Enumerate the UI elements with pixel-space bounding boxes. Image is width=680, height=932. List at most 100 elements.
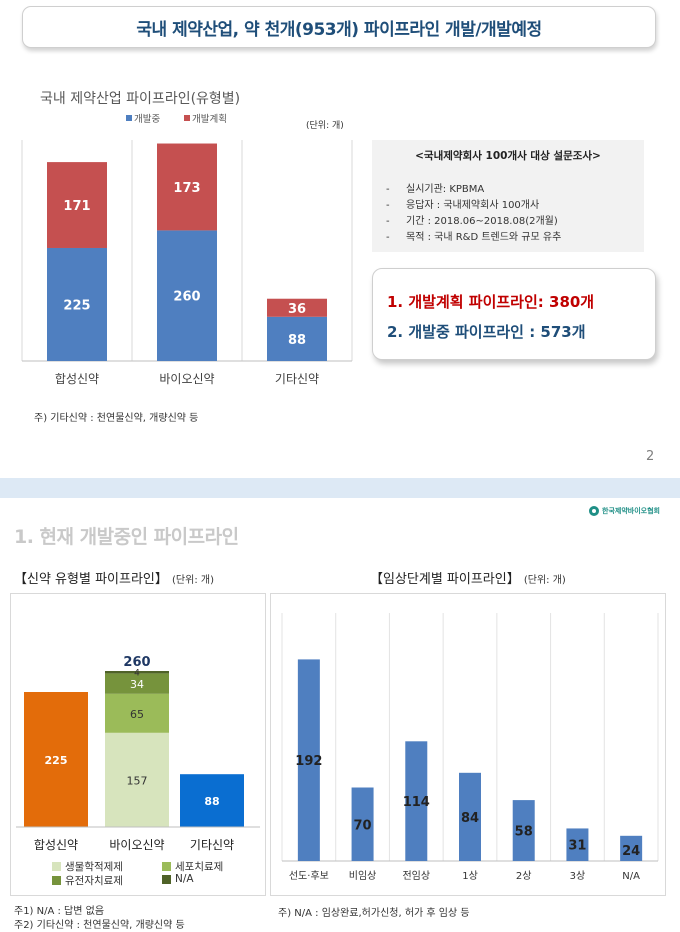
bar — [566, 828, 589, 861]
left-chart-unit: (단위: 개) — [172, 575, 214, 586]
category-label: 합성신약 — [55, 371, 99, 386]
bar-segment — [24, 692, 88, 827]
data-label: 225 — [45, 754, 68, 767]
data-label: 58 — [515, 825, 533, 840]
category-label: 전임상 — [402, 869, 430, 882]
data-label: 173 — [173, 181, 200, 196]
category-label: 바이오신약 — [109, 837, 164, 852]
legend-swatch — [184, 115, 190, 121]
data-label: 4 — [134, 669, 140, 679]
category-label: 3상 — [570, 870, 586, 882]
survey-item-text: 기간 : 2018.06~2018.08(2개월) — [406, 216, 558, 227]
legend-item-biologics: 생물학적제제 — [52, 859, 123, 874]
bullet-dash: - — [386, 216, 390, 227]
logo-icon — [589, 506, 599, 516]
bar-in-progress — [47, 247, 107, 361]
right-chart-title: 【임상단계별 파이프라인】 — [370, 572, 520, 587]
left-chart-title: 【신약 유형별 파이프라인】 — [14, 572, 168, 587]
bar-segment — [105, 693, 169, 733]
footnote-1: 주1) N/A : 답변 없음 — [14, 906, 105, 917]
bar-planned — [47, 162, 107, 248]
bar-in-progress — [267, 316, 327, 361]
data-label: 171 — [63, 199, 90, 214]
summary-box: 1. 개발계획 파이프라인: 380개 2. 개발중 파이프라인 : 573개 — [372, 268, 656, 360]
left-chart-panel — [10, 593, 266, 896]
bar — [405, 741, 428, 861]
category-label: 선도·후보 — [289, 870, 329, 882]
data-label: 157 — [127, 774, 148, 787]
legend-label: N/A — [175, 873, 194, 885]
legend-item-gene-therapy: 유전자치료제 — [52, 873, 123, 888]
legend-swatch — [126, 115, 132, 121]
legend-label: 개발중 — [134, 114, 160, 125]
bullet-dash: - — [386, 184, 390, 195]
right-chart-unit: (단위: 개) — [523, 575, 566, 586]
data-label: 88 — [204, 795, 219, 808]
survey-item: - 응답자 : 국내제약회사 100개사 — [386, 196, 539, 211]
footnote-3: 주) N/A : 임상완료,허가신청, 허가 후 임상 등 — [278, 908, 470, 919]
legend-item-na: N/A — [162, 873, 194, 885]
slide-divider — [0, 478, 680, 498]
category-label: 2상 — [516, 870, 532, 882]
data-label: 70 — [354, 818, 372, 833]
legend-swatch — [162, 874, 171, 884]
chart-title: 국내 제약산업 파이프라인(유형별) — [40, 91, 241, 107]
clinical-stage-pipeline-chart: 192 선도·후보 70 비임상 114 전임상 84 1상 58 2상 31 3상 24 N/A — [281, 613, 659, 882]
survey-item: - 기간 : 2018.06~2018.08(2개월) — [386, 212, 558, 227]
data-label: 36 — [288, 302, 306, 317]
data-label: 114 — [403, 795, 430, 810]
unit-label: (단위: 개) — [306, 120, 344, 131]
survey-item: - 목적 : 국내 R&D 트렌드와 규모 유추 — [386, 228, 561, 243]
chart-note: 주) 기타신약 : 천연물신약, 개량신약 등 — [34, 413, 199, 424]
survey-item-text: 응답자 : 국내제약회사 100개사 — [406, 200, 540, 211]
left-chart-heading: 【신약 유형별 파이프라인】 (단위: 개) — [14, 568, 214, 587]
association-logo: 한국제약바이오협회 — [589, 506, 660, 516]
bar-in-progress — [157, 230, 217, 361]
summary-planned: 1. 개발계획 파이프라인: 380개 — [387, 293, 595, 311]
survey-title: <국내제약회사 100개사 대상 설문조사> — [415, 150, 601, 162]
bar — [620, 835, 643, 861]
bar-planned — [157, 143, 217, 231]
bullet-dash: - — [386, 200, 390, 211]
title-banner: 국내 제약산업, 약 천개(953개) 파이프라인 개발/개발예정 — [22, 6, 656, 48]
bar-segment — [105, 732, 169, 827]
category-label: 합성신약 — [34, 837, 78, 852]
category-label: 기타신약 — [190, 837, 234, 852]
bar — [512, 800, 535, 861]
bar-planned — [267, 298, 327, 317]
survey-item: - 실시기관: KPBMA — [386, 180, 484, 195]
section-heading: 1. 현재 개발중인 파이프라인 — [14, 526, 239, 548]
data-label: 31 — [568, 839, 586, 854]
category-label: 1상 — [462, 870, 478, 882]
bar — [297, 659, 320, 861]
data-label: 34 — [130, 678, 144, 691]
data-label: 260 — [173, 290, 200, 305]
page-number: 2 — [646, 449, 655, 464]
type-pipeline-chart: 개발중 개발계획 (단위: 개) 225 171 합성신약 260 173 바이오신약 88 36 기… — [21, 113, 353, 386]
data-label: 84 — [461, 811, 479, 826]
data-label: 192 — [295, 754, 322, 769]
right-chart-panel — [270, 593, 666, 896]
bullet-dash: - — [386, 232, 390, 243]
data-label: 24 — [622, 844, 640, 859]
data-label: 225 — [63, 298, 90, 313]
footnote-2: 주2) 기타신약 : 천연물신약, 개량신약 등 — [14, 920, 185, 931]
bar-segment — [105, 673, 169, 694]
legend-label: 생물학적제제 — [65, 861, 123, 873]
legend-item-cell-therapy: 세포치료제 — [162, 859, 223, 874]
bar — [459, 772, 481, 861]
category-label: 바이오신약 — [159, 371, 214, 386]
summary-in-progress: 2. 개발중 파이프라인 : 573개 — [387, 323, 586, 341]
total-label: 260 — [123, 655, 150, 670]
legend-swatch — [52, 876, 61, 885]
category-label: 기타신약 — [275, 371, 319, 386]
category-label: 비임상 — [349, 869, 377, 882]
slide-title: 국내 제약산업, 약 천개(953개) 파이프라인 개발/개발예정 — [136, 19, 542, 40]
legend-label: 유전자치료제 — [65, 875, 123, 887]
survey-info-box: <국내제약회사 100개사 대상 설문조사> - 실시기관: KPBMA - 응답자… — [372, 140, 644, 252]
bar — [351, 787, 374, 861]
legend-swatch — [162, 862, 171, 871]
legend-label: 개발계획 — [192, 113, 227, 125]
data-label: 65 — [130, 708, 144, 721]
